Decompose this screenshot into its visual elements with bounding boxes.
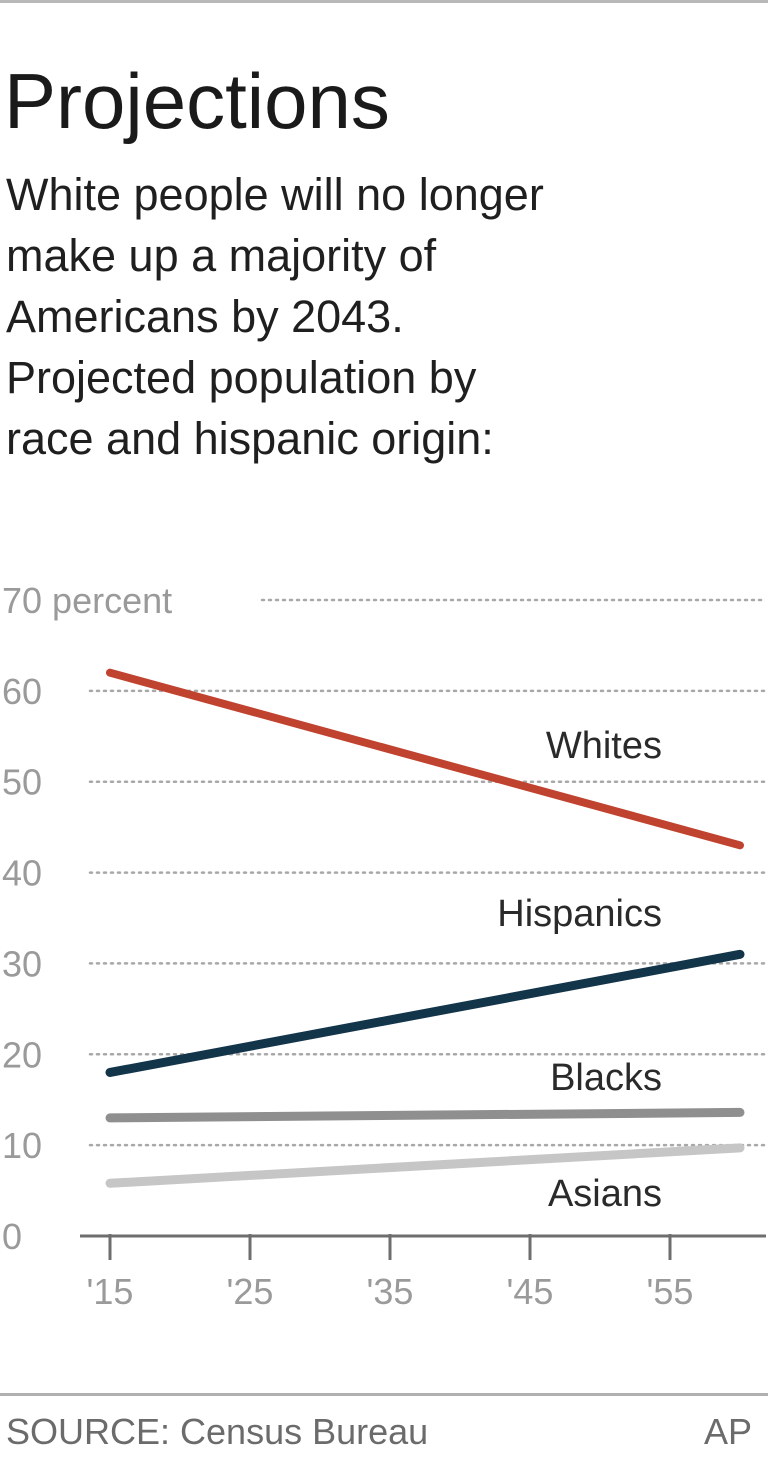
y-tick-label: 20 [2,1034,42,1075]
source-note: SOURCE: Census Bureau [6,1411,429,1452]
x-tick-label: '25 [227,1271,274,1312]
x-tick-label: '45 [507,1271,554,1312]
y-tick-label: 40 [2,853,42,894]
chart-title: Projections [4,57,390,145]
series-line-asians [105,1143,745,1188]
x-tick-label: '55 [647,1271,694,1312]
series-line-hispanics [105,949,745,1077]
subtitle-line: make up a majority of [6,230,437,281]
x-tick-label: '15 [87,1271,134,1312]
line-chart: 0 10 20 30 40 50 60 70 percent '15 '25 '35 '45 '55 Wh… [2,580,768,1312]
chart-subtitle: White people will no longer make up a ma… [6,164,736,469]
x-tick-label: '35 [367,1271,414,1312]
y-tick-label: 70 percent [2,580,172,621]
y-tick-label: 60 [2,671,42,712]
top-divider [0,0,768,3]
bottom-divider [0,1393,768,1396]
series-line-blacks [105,1107,745,1123]
series-label-whites: Whites [546,725,662,767]
series-label-blacks: Blacks [550,1057,662,1099]
credit-label: AP [703,1411,752,1452]
y-tick-label: 0 [2,1216,22,1257]
y-tick-label: 10 [2,1125,42,1166]
series-label-asians: Asians [548,1173,662,1215]
series-line-whites [106,668,744,850]
series-label-hispanics: Hispanics [497,893,662,935]
subtitle-line: Americans by 2043. [6,291,404,342]
subtitle-line: Projected population by [6,352,477,403]
y-tick-label: 50 [2,762,42,803]
subtitle-line: White people will no longer [6,169,544,220]
subtitle-line: race and hispanic origin: [6,413,494,464]
y-tick-label: 30 [2,943,42,984]
